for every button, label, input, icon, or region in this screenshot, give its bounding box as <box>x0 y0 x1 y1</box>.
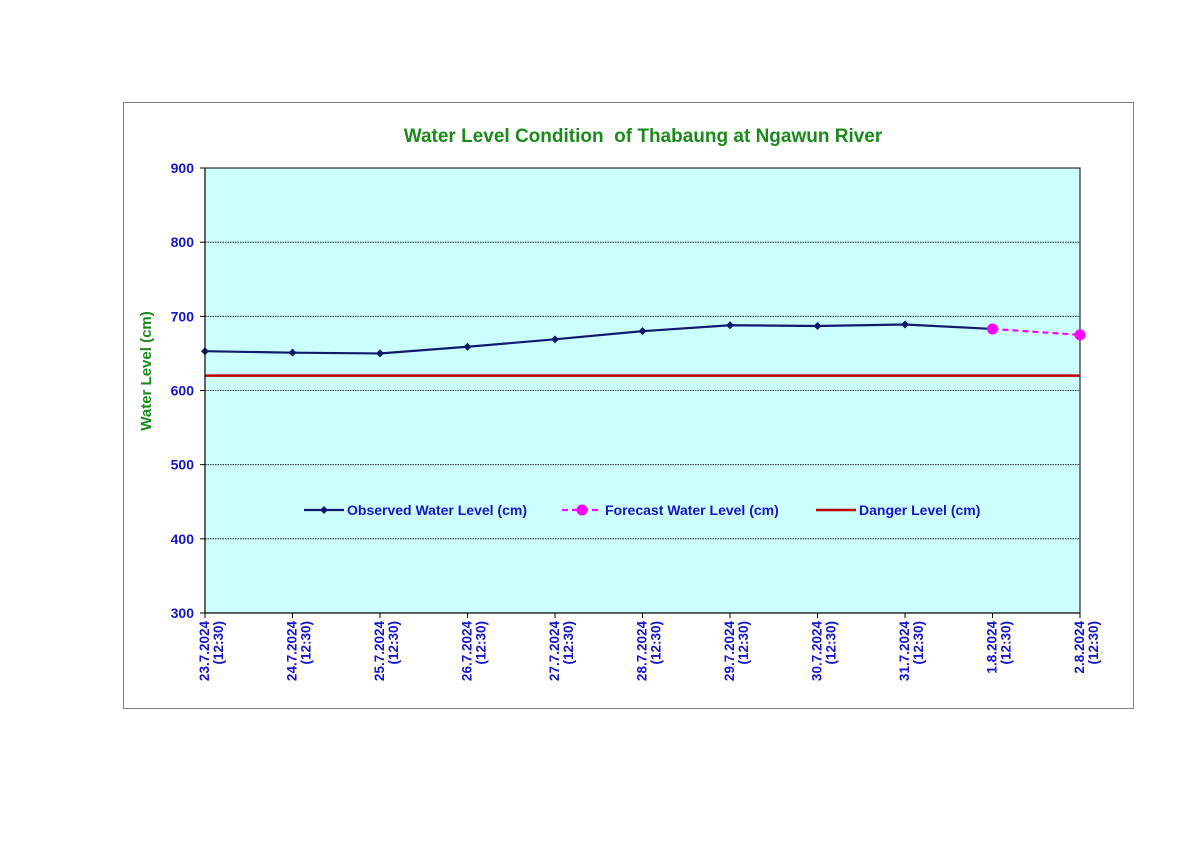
y-tick-label: 700 <box>171 308 195 324</box>
data-point-observed <box>463 342 472 351</box>
x-tick-label: 25.7.2024(12:30) <box>372 621 401 682</box>
x-tick-label: 24.7.2024(12:30) <box>285 621 314 682</box>
legend-label: Forecast Water Level (cm) <box>605 502 779 518</box>
legend: Observed Water Level (cm) Forecast Water … <box>304 502 980 518</box>
x-tick-date: 26.7.2024 <box>460 621 475 682</box>
legend-swatch-marker <box>576 504 588 516</box>
y-tick-label: 900 <box>171 160 195 176</box>
x-tick-date: 1.8.2024 <box>985 621 1000 674</box>
x-tick-time: (12:30) <box>649 621 664 665</box>
x-tick-date: 31.7.2024 <box>897 621 912 682</box>
data-point-observed <box>813 321 822 330</box>
y-tick-label: 800 <box>171 234 195 250</box>
x-tick-time: (12:30) <box>824 621 839 665</box>
y-tick-label: 300 <box>171 605 195 621</box>
data-point-observed <box>726 321 734 330</box>
x-tick-date: 25.7.2024 <box>372 621 387 682</box>
chart-title: Water Level Condition of Thabaung at Nga… <box>404 126 883 147</box>
x-tick-time: (12:30) <box>386 621 401 665</box>
x-tick-date: 24.7.2024 <box>285 621 300 682</box>
x-tick-date: 30.7.2024 <box>810 621 825 682</box>
y-tick-label: 500 <box>171 457 195 473</box>
y-axis-label: Water Level (cm) <box>138 311 155 430</box>
x-tick-label: 28.7.2024(12:30) <box>635 621 664 682</box>
x-tick-time: (12:30) <box>1086 621 1101 665</box>
y-tick-label: 600 <box>171 383 195 399</box>
data-point-observed <box>551 335 559 344</box>
x-tick-time: (12:30) <box>736 621 751 665</box>
x-tick-date: 2.8.2024 <box>1072 621 1087 674</box>
x-tick-time: (12:30) <box>211 621 226 665</box>
chart-svg: Water Level Condition of Thabaung at Nga… <box>138 126 1101 681</box>
x-tick-date: 28.7.2024 <box>635 621 650 682</box>
x-tick-time: (12:30) <box>911 621 926 665</box>
x-tick-time: (12:30) <box>474 621 489 665</box>
data-point-observed <box>638 327 647 336</box>
x-tick-date: 27.7.2024 <box>547 621 562 682</box>
x-tick-time: (12:30) <box>999 621 1014 665</box>
chart-frame: Water Level Condition of Thabaung at Nga… <box>123 102 1134 709</box>
x-tick-label: 23.7.2024(12:30) <box>197 621 226 682</box>
x-tick-date: 23.7.2024 <box>197 621 212 682</box>
x-tick-label: 26.7.2024(12:30) <box>460 621 489 682</box>
data-point-observed <box>288 348 297 357</box>
data-point-observed <box>901 320 909 329</box>
data-point-forecast <box>1074 329 1086 341</box>
data-point-observed <box>376 349 384 358</box>
x-tick-label: 29.7.2024(12:30) <box>722 621 751 682</box>
x-tick-label: 31.7.2024(12:30) <box>897 621 926 682</box>
data-point-forecast <box>987 323 998 335</box>
x-tick-label: 1.8.2024(12:30) <box>985 621 1014 674</box>
y-tick-label: 400 <box>171 531 195 547</box>
x-tick-time: (12:30) <box>299 621 314 665</box>
x-tick-time: (12:30) <box>561 621 576 665</box>
x-tick-label: 2.8.2024(12:30) <box>1072 621 1101 674</box>
series-line-1 <box>992 327 1081 336</box>
x-tick-label: 30.7.2024(12:30) <box>810 621 839 682</box>
x-tick-date: 29.7.2024 <box>722 621 737 682</box>
legend-label: Observed Water Level (cm) <box>347 502 527 518</box>
legend-swatch-marker <box>320 506 328 514</box>
series-line-0 <box>204 323 993 355</box>
legend-label: Danger Level (cm) <box>859 502 980 518</box>
x-tick-label: 27.7.2024(12:30) <box>547 621 576 682</box>
